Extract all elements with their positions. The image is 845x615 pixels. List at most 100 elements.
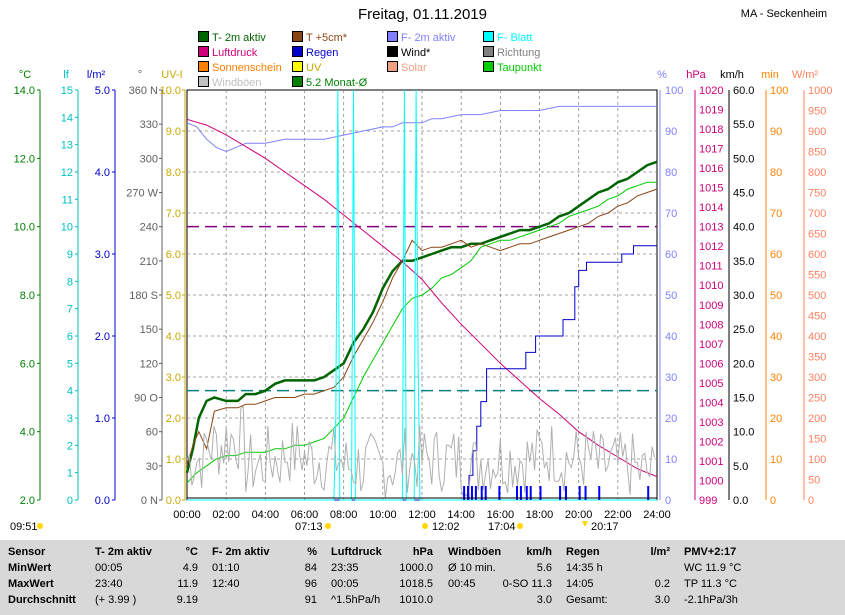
- lf-tick-label: 6: [67, 331, 73, 343]
- x-tick-label: 08:00: [330, 509, 358, 521]
- table-cell: 23:40: [95, 578, 123, 590]
- legend-item: Wind*: [387, 46, 430, 59]
- temp-tick-label: 6.0: [20, 358, 35, 370]
- legend-swatch: [387, 46, 398, 57]
- rain-bar: [598, 486, 601, 500]
- legend-label: T- 2m aktiv: [212, 32, 266, 44]
- legend-swatch: [387, 31, 398, 42]
- legend-swatch: [483, 31, 494, 42]
- hum-tick-label: 60: [665, 249, 677, 261]
- solar-tick-label: 400: [808, 331, 826, 343]
- wind-tick-label: 45.0: [733, 188, 754, 200]
- rain-tick-label: 1.0: [95, 413, 110, 425]
- hum-tick-label: 0: [665, 495, 671, 507]
- solar-tick-label: 200: [808, 413, 826, 425]
- rain-tick-label: 5.0: [95, 85, 110, 97]
- wind-tick-label: 30.0: [733, 290, 754, 302]
- uv-tick-label: 6.0: [166, 249, 181, 261]
- press-tick-label: 1006: [699, 358, 723, 370]
- table-header: F- 2m aktiv: [212, 546, 270, 558]
- temp-tick-label: 14.0: [14, 85, 35, 97]
- uv-tick-label: 3.0: [166, 372, 181, 384]
- moonset-label: 09:51: [10, 521, 38, 533]
- rain-tick-label: 4.0: [95, 167, 110, 179]
- min-tick-label: 100: [770, 85, 788, 97]
- table-cell: 01:10: [212, 562, 240, 574]
- wind-tick-label: 0.0: [733, 495, 748, 507]
- table-cell: 3.0: [654, 594, 670, 606]
- dir-tick-label: 360 N: [129, 85, 158, 97]
- min-tick-label: 0: [770, 495, 776, 507]
- x-tick-label: 18:00: [526, 509, 554, 521]
- dir-tick-label: 60: [146, 427, 158, 439]
- min-tick-label: 40: [770, 331, 782, 343]
- table-cell: 1018.5: [399, 578, 433, 590]
- table-cell: Ø 10 min.: [448, 562, 496, 574]
- uv-tick-label: 1.0: [166, 454, 181, 466]
- solar-tick-label: 150: [808, 434, 826, 446]
- legend-item: Luftdruck: [198, 46, 257, 59]
- table-cell: 5.6: [536, 562, 552, 574]
- hum-tick-label: 10: [665, 454, 677, 466]
- legend-label: Sonnenschein: [212, 62, 282, 74]
- table-cell: 14:05: [566, 578, 594, 590]
- temp-tick-label: 8.0: [20, 290, 35, 302]
- solar-unit-label: W/m²: [792, 69, 819, 81]
- legend-swatch: [198, 46, 209, 57]
- lf-tick-label: 10: [61, 222, 73, 234]
- press-tick-label: 1004: [699, 397, 723, 409]
- rain-tick-label: 0.0: [95, 495, 110, 507]
- lf-tick-label: 4: [67, 386, 73, 398]
- solar-tick-label: 850: [808, 147, 826, 159]
- hum-tick-label: 40: [665, 331, 677, 343]
- wind-tick-label: 40.0: [733, 222, 754, 234]
- series-line-taupunkt: [186, 181, 657, 484]
- table-cell: 91: [304, 594, 317, 606]
- press-tick-label: 1015: [699, 183, 723, 195]
- lf-tick-label: 9: [67, 249, 73, 261]
- solar-tick-label: 1000: [808, 85, 832, 97]
- rain-tick-label: 3.0: [95, 249, 110, 261]
- min-tick-label: 10: [770, 454, 782, 466]
- rain-bar: [480, 486, 483, 500]
- lf-unit-label: lf: [63, 69, 69, 81]
- x-tick-label: 22:00: [604, 509, 632, 521]
- solar-tick-label: 750: [808, 188, 826, 200]
- wind-tick-label: 50.0: [733, 153, 754, 165]
- hum-tick-label: 80: [665, 167, 677, 179]
- sunset-label: 17:04: [488, 521, 516, 533]
- legend-label: Luftdruck: [212, 47, 258, 59]
- rain-bar: [470, 486, 473, 500]
- legend-swatch: [198, 31, 209, 42]
- solar-tick-label: 700: [808, 208, 826, 220]
- wind-tick-label: 5.0: [733, 461, 748, 473]
- legend-item: UV: [292, 61, 321, 74]
- wind-tick-label: 15.0: [733, 393, 754, 405]
- lf-tick-label: 8: [67, 276, 73, 288]
- dir-tick-label: 150: [140, 324, 158, 336]
- press-tick-label: 1002: [699, 436, 723, 448]
- hum-tick-label: 70: [665, 208, 677, 220]
- rain-bar: [519, 486, 522, 500]
- legend-item: Richtung: [483, 46, 540, 59]
- legend-swatch: [292, 61, 303, 72]
- hum-tick-label: 50: [665, 290, 677, 302]
- min-tick-label: 30: [770, 372, 782, 384]
- rain-bar: [525, 486, 528, 500]
- x-tick-label: 14:00: [447, 509, 475, 521]
- station-name: MA - Seckenheim: [740, 8, 827, 20]
- press-tick-label: 1001: [699, 456, 723, 468]
- legend-label: Solar: [401, 62, 427, 74]
- uv-tick-label: 9.0: [166, 126, 181, 138]
- min-tick-label: 60: [770, 249, 782, 261]
- x-tick-label: 02:00: [212, 509, 240, 521]
- uv-tick-label: 2.0: [166, 413, 181, 425]
- legend-label: Richtung: [497, 47, 541, 59]
- series-line-regen: [187, 245, 657, 501]
- table-header: Regen: [566, 546, 600, 558]
- temp-tick-label: 2.0: [20, 495, 35, 507]
- uv-tick-label: 7.0: [166, 208, 181, 220]
- solar-tick-label: 600: [808, 249, 826, 261]
- legend-label: Wind*: [401, 47, 431, 59]
- legend-item: F- 2m aktiv: [387, 31, 455, 44]
